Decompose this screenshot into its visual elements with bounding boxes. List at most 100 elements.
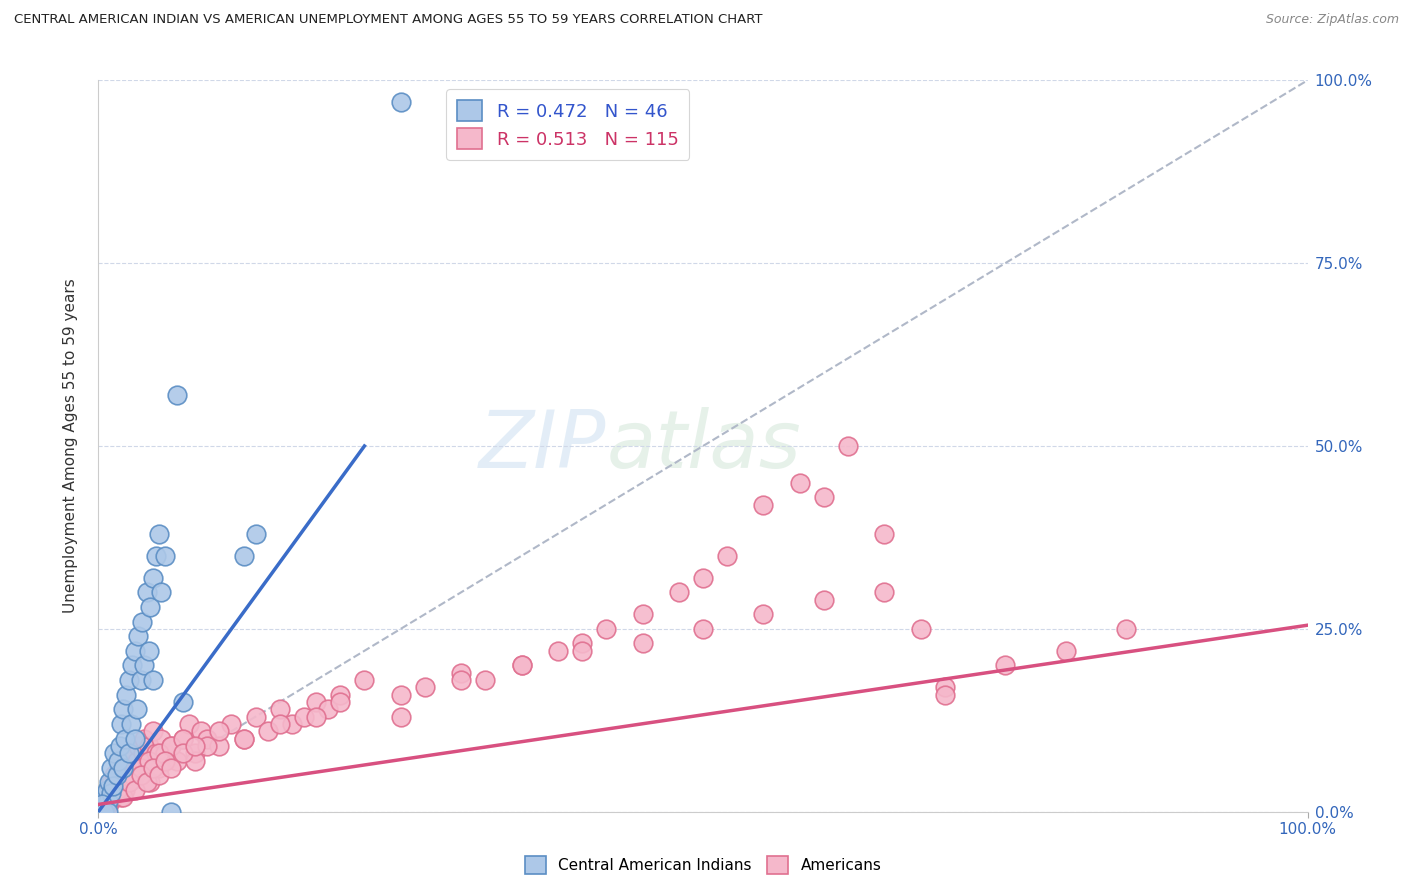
Point (595, 622, 617, 636)
Point (316, 702, 339, 716)
Point (110, 717, 132, 731)
Point (245, 526, 267, 541)
Point (153, 746, 176, 760)
Point (631, 636, 654, 650)
Point (101, 779, 124, 793)
Point (232, 731, 254, 746)
Point (134, 658, 156, 673)
Point (127, 702, 149, 716)
Point (232, 731, 254, 746)
Point (111, 768, 134, 782)
Point (118, 775, 141, 789)
Point (87, 805, 110, 819)
Point (135, 585, 157, 599)
Point (716, 549, 738, 563)
Point (91, 797, 114, 812)
Point (148, 746, 170, 760)
Point (142, 761, 165, 775)
Point (166, 754, 188, 768)
Point (160, 739, 183, 753)
Point (142, 673, 165, 687)
Point (97, 794, 120, 808)
Point (111, 790, 134, 805)
Point (101, 790, 124, 805)
Point (305, 709, 328, 723)
Point (148, 768, 170, 782)
Point (195, 731, 218, 746)
Point (813, 490, 835, 504)
Point (353, 673, 375, 687)
Point (813, 592, 835, 607)
Point (910, 622, 932, 636)
Point (96, 782, 118, 797)
Point (96, 794, 118, 808)
Point (129, 761, 152, 775)
Point (135, 775, 157, 789)
Point (256, 724, 278, 739)
Point (837, 439, 859, 453)
Point (160, 805, 183, 819)
Point (138, 739, 160, 753)
Point (172, 695, 194, 709)
Point (105, 782, 128, 797)
Point (474, 673, 496, 687)
Point (124, 731, 146, 746)
Point (108, 739, 131, 753)
Point (934, 681, 956, 695)
Point (172, 746, 194, 760)
Point (115, 754, 138, 768)
Point (93, 790, 115, 805)
Point (232, 549, 254, 563)
Point (129, 673, 152, 687)
Point (153, 754, 176, 768)
Point (510, 658, 533, 673)
Point (547, 644, 569, 658)
Point (115, 688, 138, 702)
Point (121, 746, 143, 760)
Point (121, 658, 143, 673)
Point (124, 644, 146, 658)
Point (110, 790, 132, 805)
Point (105, 768, 128, 782)
Point (160, 739, 183, 753)
Point (934, 688, 956, 702)
Point (184, 754, 207, 768)
Point (1054, 644, 1077, 658)
Point (752, 607, 775, 622)
Point (389, 95, 412, 110)
Point (142, 571, 165, 585)
Point (150, 731, 173, 746)
Point (118, 746, 141, 760)
Point (450, 665, 472, 680)
Point (135, 754, 157, 768)
Point (108, 761, 131, 775)
Point (138, 644, 160, 658)
Point (789, 475, 811, 490)
Point (111, 761, 134, 775)
Point (153, 549, 176, 563)
Point (98, 797, 121, 812)
Point (103, 768, 125, 782)
Point (208, 724, 231, 739)
Point (752, 498, 775, 512)
Point (389, 709, 412, 723)
Point (120, 717, 142, 731)
Point (142, 724, 165, 739)
Point (127, 629, 149, 643)
Point (114, 731, 136, 746)
Point (166, 388, 188, 402)
Point (571, 644, 593, 658)
Point (107, 754, 129, 768)
Text: Source: ZipAtlas.com: Source: ZipAtlas.com (1265, 13, 1399, 27)
Text: ZIP: ZIP (479, 407, 606, 485)
Point (281, 717, 304, 731)
Point (631, 607, 654, 622)
Point (114, 782, 136, 797)
Point (692, 571, 714, 585)
Point (103, 746, 125, 760)
Point (94, 797, 117, 812)
Point (139, 599, 162, 614)
Y-axis label: Unemployment Among Ages 55 to 59 years: Unemployment Among Ages 55 to 59 years (63, 278, 77, 614)
Point (129, 768, 152, 782)
Point (571, 636, 593, 650)
